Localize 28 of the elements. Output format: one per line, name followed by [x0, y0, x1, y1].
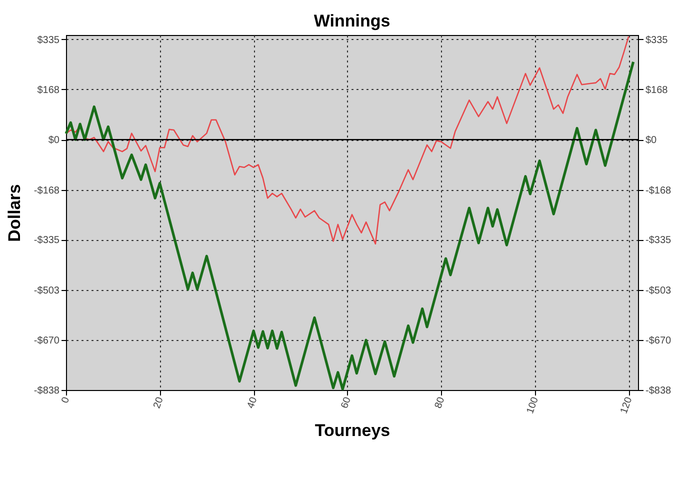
x-tick-label: 80	[433, 395, 448, 410]
line-series	[64, 60, 635, 390]
y2-tick-label: $335	[646, 34, 668, 46]
y-tick-label: $0	[48, 135, 60, 146]
y2-tick-label: -$670	[646, 335, 672, 346]
x-tick-label: 120	[618, 395, 635, 416]
y-tick-label: -$670	[34, 335, 60, 346]
y-tick-label: $168	[37, 84, 60, 96]
y-axis-title: Dollars	[4, 184, 24, 242]
x-tick-label: 0	[60, 395, 72, 405]
y-tick-label: -$168	[34, 185, 60, 196]
y-tick-label: $335	[37, 34, 60, 46]
x-tick-label: 40	[246, 395, 260, 410]
y-tick-label: -$503	[34, 285, 60, 296]
x-axis-title: Tourneys	[314, 420, 390, 440]
x-tick-label: 60	[339, 395, 354, 410]
x-tick-label: 100	[524, 395, 542, 416]
x-tick-label: 20	[152, 395, 166, 410]
y2-tick-label: -$503	[646, 285, 672, 296]
y2-tick-label: -$335	[646, 235, 672, 246]
line-series	[65, 36, 630, 245]
chart-title: Winnings	[314, 11, 390, 30]
y2-tick-label: $168	[646, 84, 668, 96]
y2-tick-label: -$168	[646, 185, 672, 196]
y2-tick-label: $0	[646, 135, 658, 146]
y-tick-label: -$335	[34, 235, 60, 246]
y-tick-label: -$838	[34, 386, 60, 396]
y2-tick-label: -$838	[646, 386, 672, 396]
